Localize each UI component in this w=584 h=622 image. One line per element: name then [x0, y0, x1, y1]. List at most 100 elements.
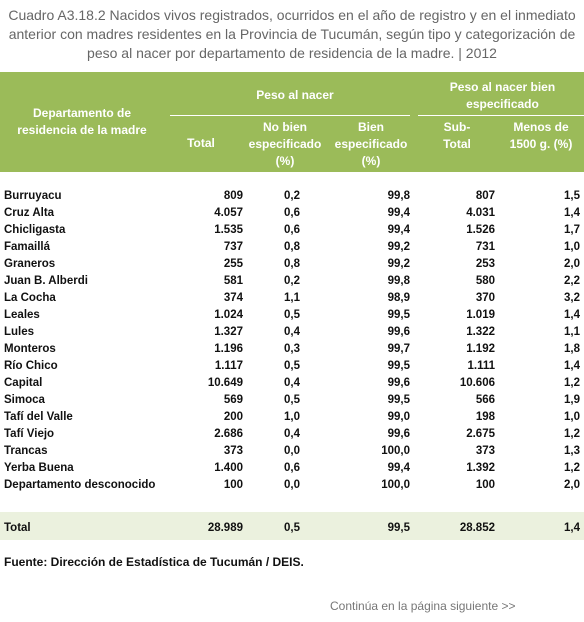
row-label: Río Chico	[4, 360, 58, 372]
row-value: 370	[475, 292, 495, 304]
row-value: 99,6	[387, 326, 410, 338]
row-value: 100	[223, 479, 243, 491]
row-value: 99,4	[387, 207, 410, 219]
row-label: Cruz Alta	[4, 207, 55, 219]
row-value: 807	[475, 190, 495, 202]
row-label: Burruyacu	[4, 190, 62, 202]
row-value: 10.649	[207, 377, 243, 389]
row-label: Trancas	[4, 445, 48, 457]
row-value: 0,4	[284, 428, 300, 440]
row-value: 99,6	[387, 428, 410, 440]
row-value: 2,2	[564, 275, 580, 287]
header-column: Menos de 1500 g. (%)	[509, 120, 573, 151]
row-value: 1.196	[214, 343, 243, 355]
row-label: Lules	[4, 326, 35, 338]
continued-note: Continúa en la página siguiente >>	[330, 599, 516, 613]
row-value: 100,0	[381, 445, 410, 457]
row-value: 0,8	[284, 258, 300, 270]
row-value: 0,4	[284, 377, 300, 389]
row-value: 10.606	[459, 377, 495, 389]
header-department: Departamento de residencia de la madre	[17, 106, 147, 137]
row-label: Graneros	[4, 258, 56, 270]
row-value: 1.526	[466, 224, 495, 236]
row-value: 99,8	[387, 275, 410, 287]
row-value: 1,7	[564, 224, 580, 236]
row-value: 1.322	[466, 326, 495, 338]
row-value: 2,0	[564, 479, 580, 491]
row-value: 99,0	[387, 411, 410, 423]
row-value: 1.392	[466, 462, 495, 474]
row-value: 1,0	[284, 411, 300, 423]
row-value: 0,5	[284, 309, 300, 321]
row-value: 1.535	[214, 224, 243, 236]
row-label: La Cocha	[4, 292, 56, 304]
row-value: 99,5	[387, 309, 410, 321]
row-value: 99,2	[387, 258, 410, 270]
row-label: Capital	[4, 377, 43, 389]
header-column: No bien especificado (%)	[248, 120, 322, 168]
row-value: 0,0	[284, 479, 300, 491]
header-column: Total	[187, 136, 215, 150]
row-value: 1.019	[466, 309, 495, 321]
row-label: Tafí del Valle	[4, 411, 73, 423]
row-value: 1,4	[564, 207, 580, 219]
row-value: 1,4	[564, 309, 580, 321]
total-value: 28.852	[459, 522, 495, 534]
header-band	[0, 72, 584, 172]
row-value: 2.675	[466, 428, 495, 440]
row-value: 1,2	[564, 428, 580, 440]
row-value: 1,3	[564, 445, 580, 457]
row-value: 566	[475, 394, 495, 406]
row-value: 99,4	[387, 224, 410, 236]
row-value: 200	[223, 411, 243, 423]
header-column: Bien especificado (%)	[334, 120, 408, 168]
table-title: Cuadro A3.18.2 Nacidos vivos registrados…	[8, 7, 576, 61]
row-value: 1,1	[564, 326, 580, 338]
row-value: 0,0	[284, 445, 300, 457]
total-label: Total	[4, 522, 31, 534]
row-value: 0,6	[284, 462, 300, 474]
total-value: 99,5	[387, 522, 410, 534]
row-value: 99,5	[387, 394, 410, 406]
row-value: 1,1	[284, 292, 300, 304]
row-value: 2.686	[214, 428, 243, 440]
row-label: Juan B. Alberdi	[4, 275, 88, 287]
row-label: Tafí Viejo	[4, 428, 55, 440]
row-value: 1,2	[564, 462, 580, 474]
row-value: 4.057	[214, 207, 243, 219]
row-value: 731	[475, 241, 495, 253]
row-value: 737	[223, 241, 243, 253]
row-value: 99,2	[387, 241, 410, 253]
row-value: 1,5	[564, 190, 580, 202]
row-value: 0,5	[284, 394, 300, 406]
source-note: Fuente: Dirección de Estadística de Tucu…	[4, 555, 304, 569]
row-value: 1,4	[564, 360, 580, 372]
row-value: 1,9	[564, 394, 580, 406]
row-value: 99,8	[387, 190, 410, 202]
row-value: 0,6	[284, 207, 300, 219]
row-value: 1.111	[467, 360, 495, 372]
row-value: 809	[223, 190, 243, 202]
row-value: 99,6	[387, 377, 410, 389]
row-value: 100	[475, 479, 495, 491]
row-value: 373	[475, 445, 495, 457]
row-value: 0,2	[284, 190, 300, 202]
row-label: Simoca	[4, 394, 45, 406]
row-value: 0,5	[284, 360, 300, 372]
total-band	[0, 512, 584, 540]
row-value: 373	[223, 445, 243, 457]
row-value: 1.400	[214, 462, 243, 474]
row-value: 0,2	[284, 275, 300, 287]
row-value: 99,4	[387, 462, 410, 474]
row-value: 1,0	[564, 411, 580, 423]
row-value: 2,0	[564, 258, 580, 270]
row-label: Leales	[4, 309, 40, 321]
row-value: 580	[475, 275, 495, 287]
row-value: 1.117	[214, 360, 243, 372]
row-value: 569	[223, 394, 243, 406]
row-value: 1,2	[564, 377, 580, 389]
row-value: 0,6	[284, 224, 300, 236]
row-value: 198	[475, 411, 495, 423]
row-value: 581	[223, 275, 243, 287]
header-column: Sub-Total	[443, 120, 471, 151]
